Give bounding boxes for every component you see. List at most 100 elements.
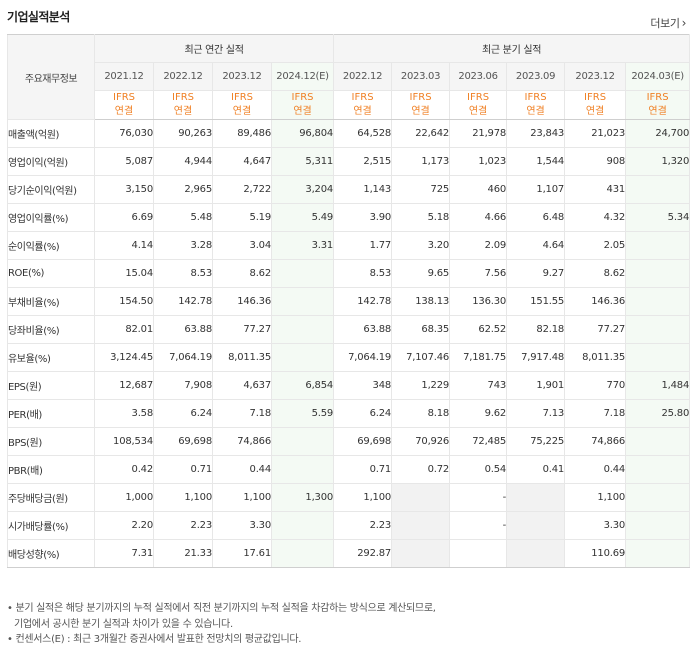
table-cell: 3.04 (212, 231, 272, 260)
table-cell (270, 511, 335, 540)
row-label: 주당배당금(원) (7, 483, 95, 512)
table-cell: 22,642 (391, 119, 451, 148)
table-cell: 5.18 (391, 203, 451, 232)
table-cell: 6.24 (153, 399, 213, 428)
table-cell: 2,722 (212, 175, 272, 204)
table-cell: 725 (391, 175, 451, 204)
table-cell (625, 539, 691, 568)
table-cell: 96,804 (270, 119, 335, 148)
table-cell: 146.36 (212, 287, 272, 316)
period-header: 2024.12(E) (270, 62, 335, 91)
ifrs-consolidated: 연결 (173, 106, 193, 117)
ifrs-consolidated: 연결 (526, 106, 545, 117)
ifrs-label: IFRS 연결 (333, 90, 393, 120)
table-cell: 0.41 (506, 455, 566, 484)
table-cell: 0.44 (212, 455, 272, 484)
table-cell: 6.69 (94, 203, 154, 232)
table-row: 당기순이익(억원) 3,150 2,965 2,722 3,204 1,143 725 460… (7, 175, 691, 204)
table-cell: 3.30 (564, 511, 627, 540)
table-cell: 743 (449, 371, 508, 400)
row-label: 당좌비율(%) (7, 315, 95, 344)
ifrs-consolidated: 연결 (353, 106, 372, 117)
table-cell: 6.48 (506, 203, 566, 232)
table-cell: 4,944 (153, 147, 213, 176)
table-cell: 7.18 (564, 399, 627, 428)
table-row: 유보율(%) 3,124.45 7,064.19 8,011.35 7,064.19 7,… (7, 343, 691, 372)
period-header-row: 2021.12 2022.12 2023.12 2024.12(E) 2022.12 20… (8, 62, 691, 91)
table-cell: 7,064.19 (333, 343, 393, 372)
table-cell: 2.23 (333, 511, 393, 540)
table-body: 매출액(억원) 76,030 90,263 89,486 96,804 64,528 22,… (7, 119, 691, 568)
table-cell: 12,687 (94, 371, 154, 400)
table-cell (625, 455, 691, 484)
table-cell: 7,181.75 (449, 343, 508, 372)
table-row: 영업이익률(%) 6.69 5.48 5.19 5.49 3.90 5.18 4.66 6.48… (7, 203, 691, 232)
ifrs-consolidated: 연결 (411, 106, 430, 117)
table-cell: 62.52 (449, 315, 508, 344)
table-cell: 75,225 (506, 427, 566, 456)
table-cell: 460 (449, 175, 508, 204)
row-label: 배당성향(%) (7, 539, 95, 568)
table-cell: 7.18 (212, 399, 272, 428)
table-cell: 77.27 (564, 315, 627, 344)
table-cell: 17.61 (212, 539, 272, 568)
table-cell: 151.55 (506, 287, 566, 316)
table-cell (270, 539, 335, 568)
table-cell: 8.18 (391, 399, 451, 428)
table-cell: 8,011.35 (564, 343, 627, 372)
table-row: 매출액(억원) 76,030 90,263 89,486 96,804 64,528 22,… (7, 119, 691, 148)
table-cell: 431 (564, 175, 627, 204)
table-cell (625, 259, 691, 288)
table-cell: 8.62 (564, 259, 627, 288)
table-cell (391, 511, 451, 540)
table-cell: 0.54 (449, 455, 508, 484)
table-cell: 9.65 (391, 259, 451, 288)
period-header: 2023.03 (391, 62, 451, 91)
table-cell: 9.27 (506, 259, 566, 288)
table-cell (270, 315, 335, 344)
table-row: 부채비율(%) 154.50 142.78 146.36 142.78 138.13 136… (7, 287, 691, 316)
table-cell: 5.34 (625, 203, 691, 232)
table-cell (270, 427, 335, 456)
ifrs-label: IFRS 연결 (94, 90, 154, 120)
more-link[interactable]: 더보기 › (650, 15, 686, 31)
table-row: PBR(배) 0.42 0.71 0.44 0.71 0.72 0.54 0.41 0.44 (7, 455, 691, 484)
table-cell: 70,926 (391, 427, 451, 456)
table-cell (625, 427, 691, 456)
table-row: ROE(%) 15.04 8.53 8.62 8.53 9.65 7.56 9.27 8.62 (7, 259, 691, 288)
table-cell: 2.09 (449, 231, 508, 260)
ifrs-standard: IFRS (291, 92, 314, 103)
table-cell: 4.66 (449, 203, 508, 232)
table-cell: 348 (333, 371, 393, 400)
table-cell: 2,965 (153, 175, 213, 204)
table-cell: 142.78 (153, 287, 213, 316)
table-cell: 1,000 (94, 483, 154, 512)
table-cell (506, 539, 566, 568)
table-cell: 3,204 (270, 175, 335, 204)
table-cell: 0.72 (391, 455, 451, 484)
table-cell: 72,485 (449, 427, 508, 456)
table-cell: 7,064.19 (153, 343, 213, 372)
ifrs-consolidated: 연결 (468, 106, 488, 117)
table-cell (625, 343, 691, 372)
ifrs-label: IFRS 연결 (391, 90, 451, 120)
table-row: 영업이익(억원) 5,087 4,944 4,647 5,311 2,515 1,173 1,… (7, 147, 691, 176)
ifrs-label: IFRS 연결 (153, 90, 213, 120)
footnote-line: 기업에서 공시한 분기 실적과 차이가 있을 수 있습니다. (14, 618, 233, 630)
ifrs-consolidated: 연결 (232, 106, 252, 117)
table-row: BPS(원) 108,534 69,698 74,866 69,698 70,926 72,… (7, 427, 691, 456)
table-cell: 82.01 (94, 315, 154, 344)
table-cell: 63.88 (153, 315, 213, 344)
table-cell: 8.53 (333, 259, 393, 288)
table-cell: 7,917.48 (506, 343, 566, 372)
table-cell: 142.78 (333, 287, 393, 316)
table-cell: 21,978 (449, 119, 508, 148)
table-cell: 3.31 (270, 231, 335, 260)
table-cell (625, 231, 691, 260)
table-cell: 154.50 (94, 287, 154, 316)
row-label: PER(배) (7, 399, 95, 428)
table-cell: 1.77 (333, 231, 393, 260)
table-row: 배당성향(%) 7.31 21.33 17.61 292.87 110.69 (7, 539, 691, 568)
table-cell: 0.71 (153, 455, 213, 484)
table-cell (625, 483, 691, 512)
